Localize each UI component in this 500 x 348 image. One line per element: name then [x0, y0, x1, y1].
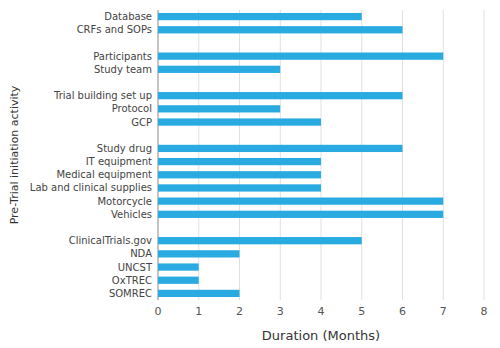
bar: [158, 237, 362, 244]
bar: [158, 66, 280, 73]
y-tick-label: UNCST: [118, 262, 153, 273]
y-tick-label: Study drug: [97, 143, 152, 154]
bar: [158, 198, 443, 205]
x-ticks: 0 1 2 3 4 5 6 7 8: [155, 305, 488, 318]
y-tick-label: Protocol: [112, 103, 152, 114]
grid-line: [484, 10, 485, 300]
y-axis-label: Pre-Trial initiation activity: [8, 85, 21, 224]
bar: [158, 118, 321, 125]
x-tick-label: 5: [358, 305, 365, 318]
y-tick-label: Study team: [94, 64, 152, 75]
x-tick-label: 2: [236, 305, 243, 318]
chart-container: 0 1 2 3 4 5 6 7 8 Database CRFs and SOPs Participan…: [0, 0, 500, 348]
x-tick-label: 3: [277, 305, 284, 318]
y-tick-label: Participants: [93, 51, 152, 62]
grid: [158, 10, 484, 300]
bar: [158, 26, 403, 33]
bar: [158, 13, 362, 20]
bar: [158, 171, 321, 178]
y-tick-label: Motorcycle: [97, 196, 152, 207]
bar: [158, 211, 443, 218]
x-tick-label: 7: [440, 305, 447, 318]
bar: [158, 105, 280, 112]
bars: [158, 13, 443, 297]
bar: [158, 53, 443, 60]
y-tick-label: OxTREC: [112, 275, 152, 286]
x-tick-label: 8: [481, 305, 488, 318]
y-tick-label: SOMREC: [109, 288, 152, 299]
y-tick-label: Database: [104, 11, 152, 22]
bar: [158, 290, 240, 297]
x-tick-label: 1: [195, 305, 202, 318]
y-tick-label: Vehicles: [111, 209, 152, 220]
x-tick-label: 6: [399, 305, 406, 318]
y-tick-label: CRFs and SOPs: [77, 24, 152, 35]
y-tick-label: NDA: [130, 248, 152, 259]
bar: [158, 158, 321, 165]
y-tick-label: ClinicalTrials.gov: [69, 235, 152, 246]
bar: [158, 250, 240, 257]
y-tick-label: Lab and clinical supplies: [30, 182, 152, 193]
bar: [158, 145, 403, 152]
x-tick-label: 0: [155, 305, 162, 318]
x-axis-label: Duration (Months): [262, 328, 380, 343]
y-tick-label: IT equipment: [86, 156, 152, 167]
y-tick-label: GCP: [131, 117, 152, 128]
chart: 0 1 2 3 4 5 6 7 8 Database CRFs and SOPs Participan…: [0, 0, 500, 348]
bar: [158, 184, 321, 191]
bar: [158, 263, 199, 270]
y-ticks: Database CRFs and SOPs Participants Study t…: [30, 11, 153, 299]
y-tick-label: Trial building set up: [53, 90, 152, 101]
x-tick-label: 4: [318, 305, 325, 318]
bar: [158, 92, 403, 99]
bar: [158, 277, 199, 284]
y-tick-label: Medical equipment: [56, 169, 152, 180]
